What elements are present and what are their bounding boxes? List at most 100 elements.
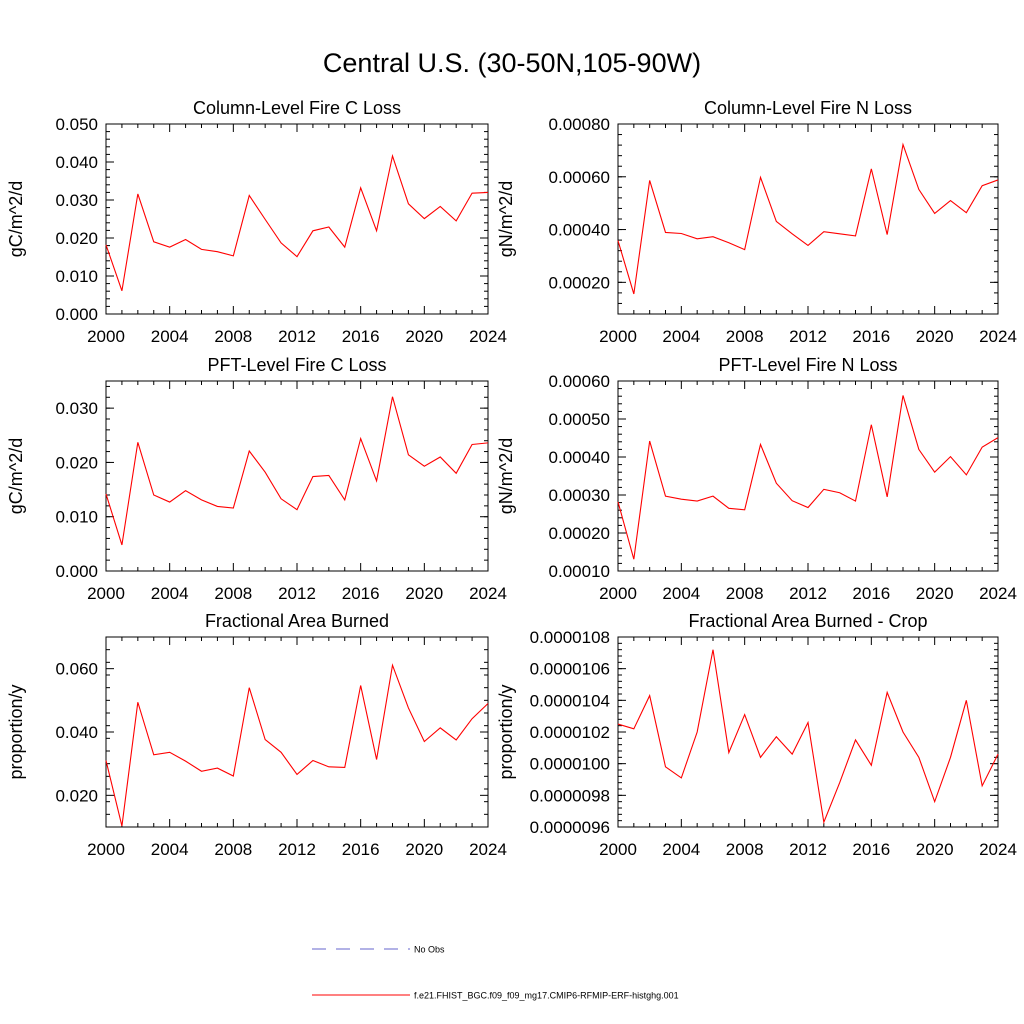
y-tick-label: 0.0000096 <box>530 818 610 837</box>
x-tick-label: 2000 <box>87 584 125 603</box>
panel-title: Fractional Area Burned - Crop <box>688 611 927 631</box>
x-tick-label: 2012 <box>789 584 827 603</box>
y-axis-label: gC/m^2/d <box>6 181 26 257</box>
x-tick-label: 2016 <box>852 840 890 859</box>
y-tick-label: 0.020 <box>55 229 98 248</box>
y-tick-label: 0.010 <box>55 508 98 527</box>
legend: No Obs f.e21.FHIST_BGC.f09_f09_mg17.CMIP6… <box>312 945 679 1001</box>
chart-panel-2: Column-Level Fire N Loss 2000 2004 2008 2012… <box>496 98 1017 346</box>
y-tick-label: 0.00010 <box>549 562 610 581</box>
y-tick-label: 0.00060 <box>549 372 610 391</box>
x-tick-label: 2012 <box>278 584 316 603</box>
series-line <box>105 153 489 291</box>
y-axis-label: gN/m^2/d <box>496 181 516 257</box>
y-axis-label: proportion/y <box>6 684 26 779</box>
x-tick-label: 2008 <box>214 584 252 603</box>
plot-frame <box>617 380 999 572</box>
panel-title: Column-Level Fire C Loss <box>193 98 401 118</box>
x-tick-label: 2024 <box>469 840 507 859</box>
y-tick-label: 0.020 <box>55 786 98 805</box>
x-tick-label: 2012 <box>278 327 316 346</box>
y-tick-label: 0.000 <box>55 562 98 581</box>
panel-title: Column-Level Fire N Loss <box>704 98 912 118</box>
y-tick-label: 0.00080 <box>549 115 610 134</box>
plot-frame <box>105 380 489 572</box>
figure-title: Central U.S. (30-50N,105-90W) <box>322 48 702 78</box>
legend-label-2: f.e21.FHIST_BGC.f09_f09_mg17.CMIP6-RFMIP… <box>414 991 679 1001</box>
x-tick-label: 2008 <box>726 327 764 346</box>
x-tick-label: 2008 <box>214 327 252 346</box>
y-tick-label: 0.000 <box>55 305 98 324</box>
plot-frame <box>105 123 489 315</box>
y-tick-label: 0.0000104 <box>530 691 610 710</box>
chart-panel-6: Fractional Area Burned - Crop 2000 2004 200… <box>496 611 1017 859</box>
y-tick-label: 0.060 <box>55 660 98 679</box>
y-tick-label: 0.030 <box>55 399 98 418</box>
y-tick-label: 0.00020 <box>549 273 610 292</box>
chart-panels: Column-Level Fire C Loss 2000 2004 2008 2012… <box>6 98 1017 859</box>
y-tick-label: 0.00040 <box>549 448 610 467</box>
y-tick-label: 0.00040 <box>549 221 610 240</box>
x-tick-label: 2012 <box>789 327 827 346</box>
y-tick-label: 0.030 <box>55 191 98 210</box>
x-tick-label: 2024 <box>469 327 507 346</box>
x-tick-label: 2012 <box>278 840 316 859</box>
series-line <box>617 142 999 295</box>
y-axis-label: gN/m^2/d <box>496 438 516 514</box>
x-tick-label: 2016 <box>852 327 890 346</box>
x-tick-label: 2024 <box>979 840 1017 859</box>
x-tick-label: 2004 <box>662 584 700 603</box>
series-line <box>617 395 999 560</box>
plot-frame <box>105 636 489 828</box>
chart-panel-5: Fractional Area Burned 2000 2004 2008 2012 20… <box>6 611 507 859</box>
x-tick-label: 2008 <box>726 840 764 859</box>
y-tick-label: 0.020 <box>55 453 98 472</box>
x-tick-label: 2012 <box>789 840 827 859</box>
x-tick-label: 2016 <box>852 584 890 603</box>
x-tick-label: 2020 <box>916 840 954 859</box>
y-tick-label: 0.050 <box>55 115 98 134</box>
x-tick-label: 2020 <box>916 584 954 603</box>
x-tick-label: 2000 <box>599 584 637 603</box>
x-tick-label: 2008 <box>726 584 764 603</box>
series-line <box>105 396 489 546</box>
y-tick-label: 0.00050 <box>549 410 610 429</box>
chart-panel-4: PFT-Level Fire N Loss 2000 2004 2008 2012 201… <box>496 355 1017 603</box>
x-tick-label: 2020 <box>405 327 443 346</box>
series-line <box>617 649 999 825</box>
x-tick-label: 2020 <box>916 327 954 346</box>
x-tick-label: 2000 <box>599 840 637 859</box>
x-tick-label: 2016 <box>342 584 380 603</box>
x-tick-label: 2024 <box>469 584 507 603</box>
x-tick-label: 2000 <box>599 327 637 346</box>
x-tick-label: 2020 <box>405 840 443 859</box>
x-tick-label: 2000 <box>87 327 125 346</box>
x-tick-label: 2004 <box>151 584 189 603</box>
y-tick-label: 0.00060 <box>549 168 610 187</box>
panel-title: PFT-Level Fire C Loss <box>207 355 386 375</box>
y-tick-label: 0.0000100 <box>530 755 610 774</box>
series-line <box>105 663 489 827</box>
x-tick-label: 2000 <box>87 840 125 859</box>
legend-label-1: No Obs <box>414 945 445 955</box>
panel-title: Fractional Area Burned <box>205 611 389 631</box>
y-tick-label: 0.0000102 <box>530 723 610 742</box>
x-tick-label: 2020 <box>405 584 443 603</box>
y-tick-label: 0.0000098 <box>530 786 610 805</box>
plot-frame <box>617 636 999 828</box>
x-tick-label: 2024 <box>979 584 1017 603</box>
y-tick-label: 0.040 <box>55 723 98 742</box>
y-tick-label: 0.040 <box>55 153 98 172</box>
y-tick-label: 0.0000106 <box>530 660 610 679</box>
plot-frame <box>617 123 999 315</box>
panel-title: PFT-Level Fire N Loss <box>718 355 897 375</box>
y-tick-label: 0.010 <box>55 267 98 286</box>
y-tick-label: 0.00030 <box>549 486 610 505</box>
x-tick-label: 2024 <box>979 327 1017 346</box>
x-tick-label: 2004 <box>151 840 189 859</box>
y-tick-label: 0.0000108 <box>530 628 610 647</box>
chart-panel-3: PFT-Level Fire C Loss 2000 2004 2008 2012 201… <box>6 355 507 603</box>
x-tick-label: 2008 <box>214 840 252 859</box>
x-tick-label: 2004 <box>151 327 189 346</box>
